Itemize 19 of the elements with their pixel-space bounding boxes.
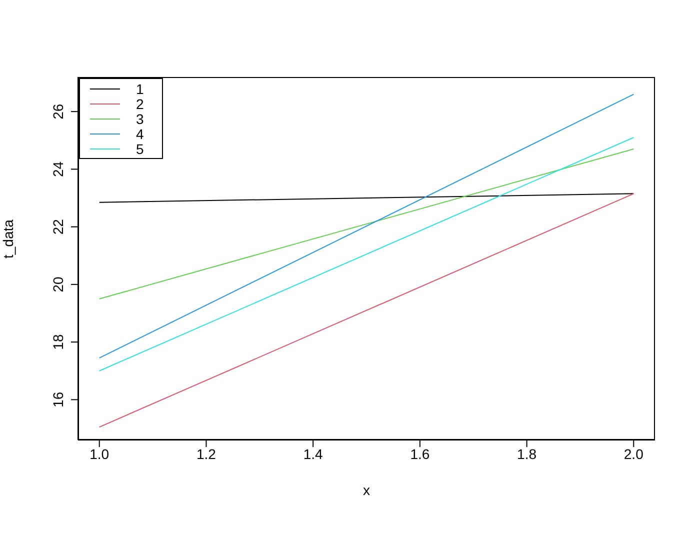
y-tick-label: 20 xyxy=(50,276,66,292)
x-tick-label: 1.4 xyxy=(303,446,324,462)
x-tick-label: 1.2 xyxy=(196,446,216,462)
y-tick-label: 26 xyxy=(50,104,66,120)
x-axis-title: x xyxy=(363,482,370,498)
x-tick-label: 1.8 xyxy=(517,446,537,462)
y-tick-label: 16 xyxy=(50,392,66,408)
x-tick-label: 1.0 xyxy=(90,446,110,462)
legend-label: 4 xyxy=(136,126,144,142)
x-tick-label: 2.0 xyxy=(624,446,644,462)
y-axis-title: t_data xyxy=(0,219,16,258)
y-tick-label: 18 xyxy=(50,334,66,350)
legend-label: 5 xyxy=(136,140,144,156)
y-tick-label: 22 xyxy=(50,218,66,235)
y-tick-label: 24 xyxy=(50,161,66,177)
legend-label: 1 xyxy=(136,80,144,96)
legend-label: 2 xyxy=(136,96,144,112)
legend-label: 3 xyxy=(136,110,144,126)
x-tick-label: 1.6 xyxy=(410,446,430,462)
